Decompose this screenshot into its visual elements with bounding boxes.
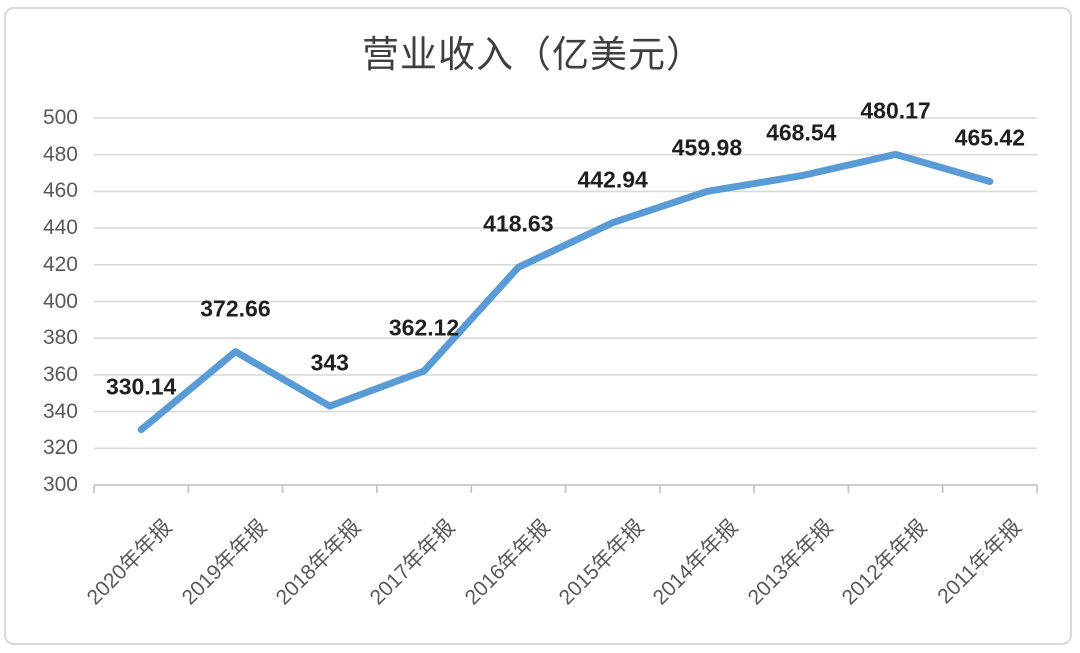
y-tick-label: 460 <box>42 179 78 203</box>
data-label: 330.14 <box>105 373 177 400</box>
y-tick-label: 480 <box>42 142 78 166</box>
y-tick-label: 440 <box>42 216 78 240</box>
data-label: 372.66 <box>200 295 271 322</box>
data-label: 362.12 <box>388 314 460 341</box>
y-tick-label: 500 <box>42 106 78 129</box>
y-tick-label: 420 <box>42 252 78 276</box>
y-tick-label: 320 <box>42 436 78 460</box>
data-label: 468.54 <box>766 119 837 146</box>
chart-title: 营业收入（亿美元） <box>362 35 704 76</box>
data-label: 459.98 <box>671 134 743 161</box>
data-label: 418.63 <box>483 210 554 237</box>
data-label: 465.42 <box>954 124 1026 151</box>
y-tick-label: 380 <box>42 326 78 350</box>
data-label: 442.94 <box>577 166 648 193</box>
data-label: 480.17 <box>860 97 931 124</box>
y-tick-label: 340 <box>42 399 78 423</box>
data-label: 343 <box>310 349 349 376</box>
y-tick-label: 300 <box>42 473 78 496</box>
y-tick-label: 360 <box>42 362 78 386</box>
revenue-line-series <box>137 150 994 434</box>
y-tick-label: 400 <box>42 289 78 313</box>
